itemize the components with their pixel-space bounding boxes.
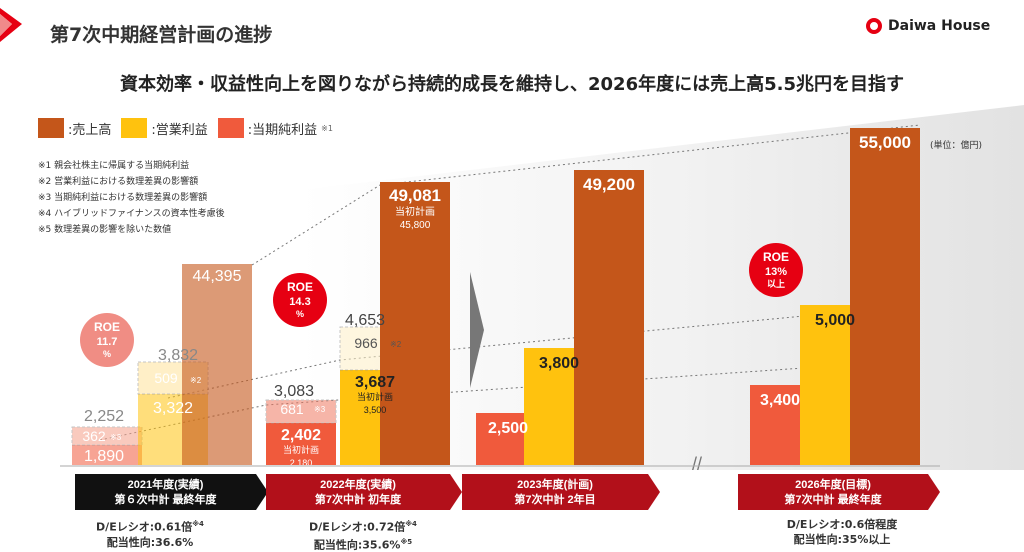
roe-circle-1 [273,273,327,327]
legend-swatch-op [121,118,148,138]
payout-ratio-2021: 配当性向:36.6% [106,535,194,549]
plan-value-net-2022: 2,180 [290,458,313,468]
period-label-0: 2021年度(実績) [128,477,204,491]
value-label-net-total-2021: 2,252 [84,408,124,425]
ratio-block-2021: D/Eレシオ:0.61倍※4 配当性向:36.6% [60,517,240,550]
plan-label-net-2022: 当初計画 [283,444,319,455]
roe-value-2: 13% [765,266,787,278]
payout-ratio-2022: 配当性向:35.6%※5 [313,537,413,552]
ratio-block-2026: D/Eレシオ:0.6倍程度 配当性向:35%以上 [752,517,932,547]
bar-net-2021 [72,445,142,465]
legend-item-op: :営業利益 [121,118,208,138]
bar-sales-2022 [380,182,450,465]
de-ratio-2026: D/Eレシオ:0.6倍程度 [786,518,898,531]
unit-label: (単位：億円) [930,141,983,151]
roe-circle-2 [749,243,803,297]
value-label-op-2021: 3,322 [153,400,193,417]
period-sublabel-3: 第7次中計 最終年度 [784,492,882,506]
value-label-net-2023: 2,500 [488,420,528,437]
legend-label-sales: :売上高 [68,122,112,138]
bar-sales-2026 [850,128,920,465]
legend-item-sales: :売上高 [38,118,111,138]
bar-net-actuarial-2022 [265,399,337,424]
value-label-op-2026: 5,000 [815,312,855,329]
footnote: ※1 親会社株主に帰属する当期純利益 [38,161,190,171]
period-arrow-2 [462,474,660,510]
footnote: ※5 数理差異の影響を除いた数値 [38,225,172,235]
value-label-net-total-2022: 3,083 [274,383,314,400]
roe-value-0: 11.7 [97,336,118,348]
value-label-sales-2026: 55,000 [859,133,911,152]
payout-ratio-2026: 配当性向:35%以上 [793,533,891,546]
value-label-op-total-2022: 4,653 [345,312,385,329]
period-label-3: 2026年度(目標) [795,477,871,491]
period-sublabel-2: 第7次中計 2年目 [514,492,595,506]
note-label-op-2021: ※2 [190,376,202,385]
legend-swatch-sales [38,118,64,138]
value-label-sales-2023: 49,200 [583,175,635,194]
bar-net-actuarial-2021 [71,426,143,446]
progress-chevron-icon [470,272,484,388]
footnote: ※2 営業利益における数理差異の影響額 [38,177,199,187]
legend-swatch-net [217,118,244,138]
period-label-1: 2022年度(実績) [320,477,396,491]
legend-item-net: :当期純利益 ※1 [217,118,333,138]
value-label-net-2022: 2,402 [281,427,321,444]
roe-title-1: ROE [287,280,313,294]
roe-unit-1: % [296,309,304,319]
plan-value-op-2022: 3,500 [364,405,387,415]
bar-net-2022 [266,423,336,465]
value-label-net-2026: 3,400 [760,392,800,409]
ratio-block-2022: D/Eレシオ:0.72倍※4 配当性向:35.6%※5 [268,517,458,552]
logo-text: Daiwa House [888,18,991,34]
plan-label-sales-2022: 当初計画 [395,205,435,218]
value-label-op-actuarial-2021: 509 [154,370,178,386]
value-label-op-actuarial-2022: 966 [354,335,378,351]
note-label-net-2021: ※3 [110,433,122,442]
value-label-sales-2022: 49,081 [389,186,441,205]
value-label-op-total-2021: 3,832 [158,347,198,364]
period-arrow-3 [738,474,940,510]
company-logo: Daiwa House [866,18,990,34]
period-sublabel-1: 第7次中計 初年度 [315,492,402,506]
period-arrow-0 [75,474,268,510]
roe-title-2: ROE [763,250,789,264]
value-label-op-2023: 3,800 [539,355,579,372]
footnote: ※3 当期純利益における数理差異の影響額 [38,193,208,203]
page-subtitle: 資本効率・収益性向上を図りながら持続的成長を維持し、2026年度には売上高5.5… [120,74,904,95]
bar-sales-2023 [574,170,644,465]
period-label-2: 2023年度(計画) [517,477,593,491]
page-title: 第7次中期経営計画の進捗 [50,24,273,46]
bar-sales-2021 [182,264,252,465]
roe-value-1: 14.3 [289,296,310,308]
roe-unit-2: 以上 [767,278,785,289]
legend-label-op: :営業利益 [151,122,208,138]
plan-value-sales-2022: 45,800 [400,220,431,231]
roe-circle-0 [80,313,134,367]
de-ratio-2021: D/Eレシオ:0.61倍※4 [96,520,204,534]
roe-unit-0: % [103,349,111,359]
footnote: ※4 ハイブリッドファイナンスの資本性考慮後 [38,209,225,219]
period-arrow-1 [266,474,462,510]
footnotes: ※1 親会社株主に帰属する当期純利益 ※2 営業利益における数理差異の影響額 ※… [38,158,225,238]
axis-break-icon: // [692,454,702,474]
logo-ring-icon [866,18,882,34]
value-label-op-2022: 3,687 [355,374,395,391]
value-label-net-actuarial-2022: 681 [280,401,304,417]
note-label-op-2022: ※2 [390,340,402,349]
value-label-net-2021: 1,890 [84,448,124,465]
chart-legend: :売上高 :営業利益 :当期純利益 ※1 [38,118,333,138]
de-ratio-2022: D/Eレシオ:0.72倍※4 [309,520,417,534]
period-sublabel-0: 第６次中計 最終年度 [114,492,217,506]
legend-label-net: :当期純利益 [247,122,318,138]
plan-label-op-2022: 当初計画 [357,391,393,402]
legend-note-net: ※1 [321,123,333,133]
roe-title-0: ROE [94,320,120,334]
value-label-net-actuarial-2021: 362 [82,428,106,444]
value-label-sales-2021: 44,395 [193,268,242,285]
note-label-net-2022: ※3 [314,405,326,414]
